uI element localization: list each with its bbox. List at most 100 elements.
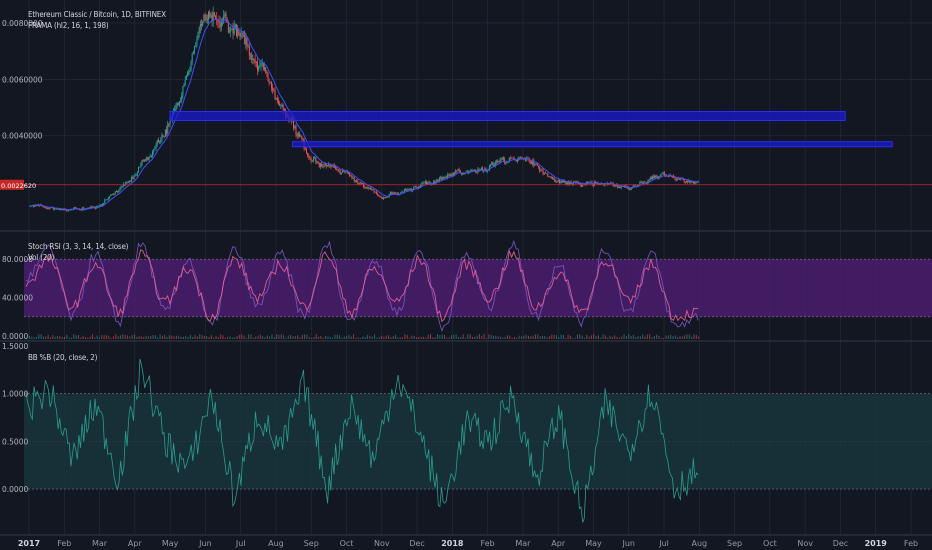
volume-bar <box>259 334 261 339</box>
candle-body <box>429 182 431 185</box>
volume-bar <box>136 336 138 339</box>
volume-bar <box>231 337 233 339</box>
stoch-legend[interactable]: Stoch RSI (3, 3, 14, 14, close) Vol (20) <box>28 241 128 263</box>
candle-body <box>452 173 454 176</box>
candle-body <box>263 67 265 70</box>
candle-body <box>448 174 450 176</box>
candle-body <box>676 178 678 181</box>
candle-body <box>277 100 279 104</box>
last-price-label: 0.0022620 <box>1 182 36 190</box>
candle-body <box>550 176 552 178</box>
candle-body <box>546 173 548 175</box>
volume-bar <box>621 336 623 339</box>
volume-bar <box>448 337 450 339</box>
candle-body <box>627 187 629 190</box>
candle-body <box>233 26 235 34</box>
candle-body <box>47 207 49 209</box>
candle-body <box>241 32 243 34</box>
candle-body <box>213 12 215 17</box>
candle-body <box>363 183 365 187</box>
volume-bar <box>581 335 583 339</box>
candle-body <box>372 189 374 191</box>
candle-body <box>218 22 220 23</box>
price-legend[interactable]: Ethereum Classic / Bitcoin, 1D, BITFINEX… <box>28 9 166 31</box>
candle-body <box>619 186 621 188</box>
candle-body <box>508 158 510 162</box>
stoch-d-line <box>25 249 699 323</box>
volume-bar <box>322 337 324 339</box>
candle-body <box>212 12 214 22</box>
candle-body <box>458 169 460 171</box>
candle-body <box>189 70 191 72</box>
volume-bar <box>602 334 604 339</box>
candle-body <box>480 167 482 170</box>
candle-body <box>56 208 58 210</box>
frama-line <box>28 18 699 211</box>
candle-body <box>106 199 108 201</box>
volume-bar <box>663 337 665 339</box>
candle-body <box>345 171 347 173</box>
volume-bar <box>488 334 490 339</box>
volume-bar <box>313 336 315 339</box>
candle-body <box>555 181 557 182</box>
candle-body <box>386 197 388 198</box>
volume-bar <box>623 334 625 339</box>
candle-body <box>337 169 339 171</box>
volume-bar <box>462 334 464 339</box>
candle-body <box>275 98 277 99</box>
stoch-rsi-pane[interactable] <box>24 239 932 339</box>
volume-bar <box>593 334 595 339</box>
volume-bar <box>518 335 520 339</box>
candle-body <box>332 165 334 167</box>
candle-body <box>638 184 640 186</box>
volume-bar <box>40 334 42 339</box>
volume-bar <box>80 337 82 339</box>
volume-bar <box>430 334 432 339</box>
candle-body <box>365 187 367 189</box>
volume-bar <box>91 334 93 339</box>
candle-body <box>282 105 284 110</box>
candle-body <box>315 157 317 162</box>
volume-bar <box>161 335 163 339</box>
candle-body <box>75 207 77 209</box>
volume-bar <box>108 335 110 339</box>
candle-body <box>280 105 282 107</box>
bb-percent-b-pane[interactable] <box>24 358 932 523</box>
time-tick-label: Mar <box>92 539 108 548</box>
candle-body <box>543 172 545 175</box>
candle-body <box>628 189 630 190</box>
candle-body <box>549 176 551 178</box>
candle-body <box>181 95 183 101</box>
volume-bar <box>38 334 40 339</box>
volume-bar <box>346 335 348 339</box>
volume-bar <box>138 336 140 339</box>
candle-body <box>361 183 363 185</box>
candle-body <box>484 168 486 170</box>
volume-bar <box>684 335 686 339</box>
candle-body <box>509 158 511 159</box>
candle-body <box>637 185 639 187</box>
candle-body <box>642 181 644 184</box>
volume-bar <box>243 335 245 339</box>
candle-body <box>630 188 632 190</box>
volume-bar <box>350 336 352 339</box>
candle-body <box>626 187 628 189</box>
volume-bar <box>481 335 483 339</box>
price-pane[interactable]: 0.0022620 <box>0 6 932 212</box>
volume-bar <box>576 334 578 339</box>
volume-bar <box>569 335 571 339</box>
candle-body <box>544 172 546 174</box>
bb-legend[interactable]: BB %B (20, close, 2) <box>28 352 97 363</box>
volume-bar <box>441 334 443 339</box>
candle-body <box>92 206 94 208</box>
candle-body <box>336 168 338 170</box>
volume-bar <box>276 334 278 339</box>
candle-body <box>469 171 471 173</box>
candle-body <box>183 84 185 87</box>
candle-body <box>127 182 129 183</box>
volume-bar <box>341 337 343 339</box>
candle-body <box>419 186 421 188</box>
candle-body <box>223 16 225 23</box>
candle-body <box>581 184 583 187</box>
candle-body <box>239 34 241 37</box>
